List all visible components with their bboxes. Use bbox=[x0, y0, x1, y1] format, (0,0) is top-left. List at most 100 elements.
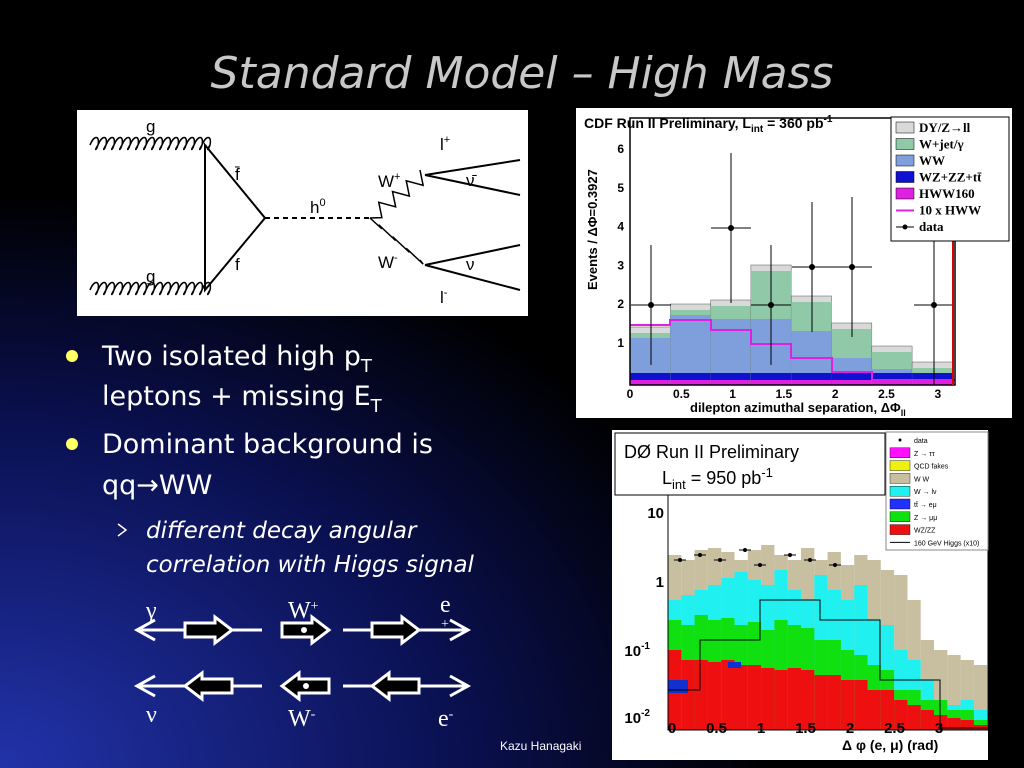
hist-bar bbox=[867, 690, 881, 730]
data-point bbox=[728, 225, 734, 231]
hist-bar bbox=[734, 665, 748, 730]
slide-title: Standard Model – High Mass bbox=[211, 48, 834, 99]
x-tick-label: 0.5 bbox=[673, 387, 690, 401]
hist-bar bbox=[791, 373, 832, 380]
x-tick-label: 0 bbox=[668, 720, 676, 737]
legend-swatch bbox=[895, 171, 915, 183]
label: e- bbox=[438, 706, 454, 732]
data-point bbox=[648, 302, 654, 308]
hist-bar bbox=[827, 675, 841, 730]
hist-bar bbox=[630, 373, 671, 380]
x-tick-label: 0.5 bbox=[706, 720, 727, 737]
hist-bar bbox=[912, 373, 953, 380]
data-point bbox=[718, 558, 722, 562]
hist-bar bbox=[854, 680, 868, 730]
hist-bar bbox=[831, 373, 872, 380]
data-point bbox=[808, 558, 812, 562]
label: f̄ bbox=[234, 165, 240, 184]
hist-bar bbox=[947, 718, 961, 730]
hist-bar bbox=[920, 710, 934, 730]
label: g bbox=[146, 267, 155, 286]
tick-part: -2 bbox=[641, 708, 650, 719]
legend-label: data bbox=[914, 438, 928, 445]
y-tick-label: 6 bbox=[617, 142, 624, 156]
legend-label: WW bbox=[919, 153, 945, 168]
hist-bar bbox=[960, 720, 974, 730]
legend-swatch bbox=[898, 438, 902, 442]
hist-bar bbox=[710, 373, 751, 380]
legend-swatch bbox=[895, 138, 915, 150]
hist-bar bbox=[750, 380, 792, 385]
hist-bar bbox=[814, 675, 828, 730]
hist-bar bbox=[721, 660, 735, 730]
data-point bbox=[768, 302, 774, 308]
plot-title: DØ Run II Preliminary bbox=[624, 442, 799, 462]
label: l- bbox=[440, 287, 448, 307]
legend-swatch bbox=[889, 498, 911, 510]
legend-label: Z → ττ bbox=[914, 451, 935, 458]
hist-bar bbox=[707, 662, 722, 730]
subbullet-text: correlation with Higgs signal bbox=[146, 552, 475, 578]
y-tick-label: 10-2 bbox=[624, 708, 650, 727]
data-point bbox=[758, 563, 762, 567]
legend-swatch bbox=[902, 224, 908, 230]
hist-bar bbox=[761, 668, 775, 730]
data-point bbox=[931, 302, 937, 308]
legend-label: Z → μμ bbox=[914, 515, 937, 522]
y-tick-label: 5 bbox=[617, 181, 624, 195]
data-point bbox=[833, 563, 837, 567]
label: h0 bbox=[310, 197, 326, 217]
signal-line bbox=[668, 599, 988, 729]
label: f bbox=[235, 255, 240, 274]
x-tick-label: 2 bbox=[832, 387, 839, 401]
legend-swatch bbox=[889, 511, 911, 522]
plot-title: CDF Run II Preliminary, Lint = 360 pb-1 bbox=[584, 114, 833, 135]
label: ν̄ bbox=[466, 171, 478, 190]
hist-bar bbox=[670, 373, 711, 380]
feynman-diagram: g f̄ f g h0 W+ W- l+ ν̄ ν l- bbox=[77, 110, 528, 316]
legend-label: W → lν bbox=[914, 489, 937, 496]
x-tick-label: 3 bbox=[935, 720, 943, 737]
label: W+ bbox=[288, 598, 319, 624]
hist-bar bbox=[774, 670, 788, 730]
label: ν bbox=[146, 702, 157, 728]
x-tick-label: 1 bbox=[757, 720, 765, 737]
hist-bar bbox=[912, 380, 953, 385]
y-tick-label: 2 bbox=[617, 297, 624, 311]
hist-bar bbox=[907, 705, 921, 730]
hist-bar bbox=[871, 373, 913, 380]
y-tick-label: 3 bbox=[617, 258, 624, 272]
y-tick-label: 4 bbox=[617, 220, 624, 234]
legend-label: HWW160 bbox=[919, 186, 975, 201]
legend-swatch bbox=[895, 121, 915, 134]
data-point bbox=[788, 553, 792, 557]
legend-label: 10 x HWW bbox=[919, 203, 981, 218]
hist-bar bbox=[750, 373, 792, 380]
legend-label: WZ+ZZ+tt̄ bbox=[919, 170, 982, 185]
hist-bar bbox=[728, 662, 741, 668]
tick-part: 1 bbox=[656, 574, 664, 591]
legend-swatch bbox=[895, 154, 915, 167]
axis-label: dilepton azimuthal separation, ΔΦll bbox=[690, 400, 906, 418]
legend-label: W W bbox=[914, 476, 930, 483]
tick-part: 10 bbox=[624, 710, 641, 727]
hist-bar bbox=[787, 668, 801, 730]
spin-diagram bbox=[133, 613, 472, 703]
label: W- bbox=[378, 252, 398, 272]
data-point bbox=[743, 548, 747, 552]
bullet-text: Two isolated high pT bbox=[101, 341, 373, 377]
x-tick-label: 0 bbox=[627, 387, 634, 401]
legend-label: data bbox=[919, 219, 944, 234]
tick-part: 10 bbox=[624, 643, 641, 660]
hist-bar bbox=[694, 660, 708, 730]
y-tick-label: 1 bbox=[617, 336, 624, 350]
data-point bbox=[678, 558, 682, 562]
legend-swatch bbox=[889, 460, 911, 471]
legend-label: WZ/ZZ bbox=[914, 528, 936, 535]
bullet-text: leptons + missing ET bbox=[102, 381, 383, 417]
subbullet-text: different decay angular bbox=[146, 518, 418, 544]
legend-swatch bbox=[889, 486, 911, 497]
legend-label: DY/Z→ll bbox=[919, 120, 971, 135]
label: γ bbox=[145, 598, 157, 624]
x-tick-label: 3 bbox=[934, 387, 941, 401]
